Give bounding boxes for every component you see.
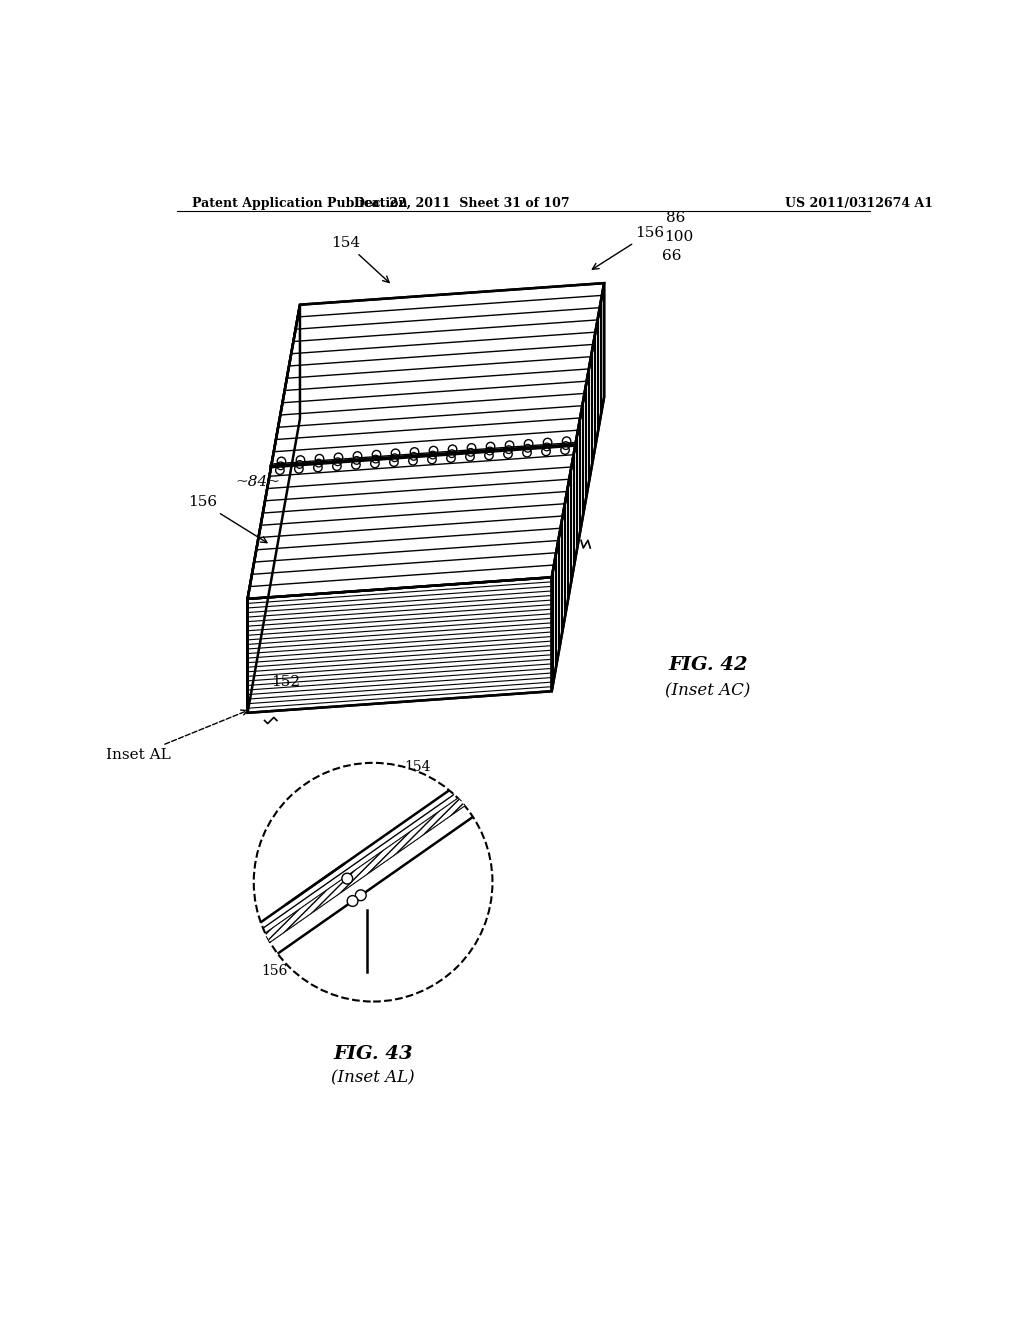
Circle shape bbox=[347, 895, 358, 907]
Text: 100: 100 bbox=[384, 838, 411, 853]
Text: 100: 100 bbox=[665, 230, 693, 244]
Text: 86: 86 bbox=[666, 211, 685, 224]
Text: 152: 152 bbox=[324, 863, 350, 878]
Polygon shape bbox=[552, 284, 604, 692]
Circle shape bbox=[342, 874, 352, 884]
Text: 86: 86 bbox=[388, 845, 407, 858]
Text: 154: 154 bbox=[332, 236, 389, 282]
Text: Patent Application Publication: Patent Application Publication bbox=[193, 197, 408, 210]
Text: 152: 152 bbox=[270, 675, 300, 689]
Circle shape bbox=[355, 890, 367, 900]
Polygon shape bbox=[248, 284, 604, 599]
Text: Dec. 22, 2011  Sheet 31 of 107: Dec. 22, 2011 Sheet 31 of 107 bbox=[354, 197, 569, 210]
Text: 66: 66 bbox=[662, 249, 681, 263]
Text: (Inset AC): (Inset AC) bbox=[666, 682, 751, 700]
Text: 153: 153 bbox=[371, 919, 396, 932]
Text: US 2011/0312674 A1: US 2011/0312674 A1 bbox=[785, 197, 933, 210]
Text: 154: 154 bbox=[403, 759, 430, 774]
Polygon shape bbox=[186, 768, 508, 997]
Text: 156: 156 bbox=[261, 964, 288, 978]
Text: 156: 156 bbox=[187, 495, 267, 543]
Polygon shape bbox=[248, 577, 552, 713]
Text: ~84~: ~84~ bbox=[236, 475, 281, 488]
Text: Inset AL: Inset AL bbox=[105, 710, 248, 762]
Text: FIG. 42: FIG. 42 bbox=[669, 656, 748, 675]
Circle shape bbox=[254, 763, 493, 1002]
Text: 84: 84 bbox=[395, 854, 413, 869]
Text: 156: 156 bbox=[592, 226, 664, 269]
Text: FIG. 43: FIG. 43 bbox=[333, 1045, 413, 1064]
Polygon shape bbox=[248, 305, 300, 713]
Text: (Inset AL): (Inset AL) bbox=[332, 1069, 415, 1086]
